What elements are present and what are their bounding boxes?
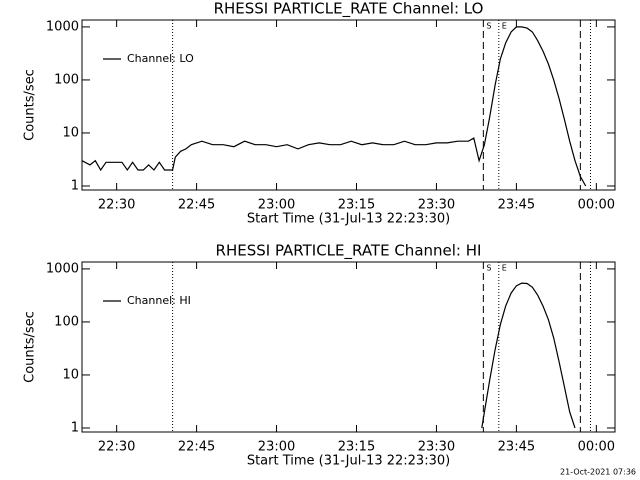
event-marker: S (486, 264, 491, 273)
x-tick-label: 23:45 (498, 440, 535, 455)
x-tick-label: 23:15 (338, 440, 375, 455)
y-tick-label: 10 (62, 125, 79, 140)
plot-frame (81, 19, 616, 191)
y-axis-label: Counts/sec (23, 69, 38, 141)
series-line (481, 282, 576, 429)
x-tick-label: 23:30 (418, 440, 455, 455)
event-marker: S (486, 22, 491, 31)
y-tick-label: 1 (71, 420, 79, 435)
y-tick-label: 1000 (46, 19, 79, 34)
x-tick-label: 22:30 (98, 440, 135, 455)
x-tick-label: 23:45 (498, 198, 535, 213)
x-tick-label: 23:30 (418, 198, 455, 213)
footer: 21-Oct-2021 07:36 (560, 468, 636, 477)
series-line (81, 26, 587, 187)
x-tick-label: 23:00 (258, 440, 295, 455)
x-tick-label: 22:45 (178, 440, 215, 455)
event-marker: E (502, 264, 507, 273)
x-tick-label: 23:15 (338, 198, 375, 213)
y-tick-label: 100 (54, 314, 79, 329)
y-axis-label: Counts/sec (23, 311, 38, 383)
legend-label: Channel: HI (127, 294, 191, 307)
chart-title: RHESSI PARTICLE_RATE Channel: LO (214, 0, 484, 19)
chart-title: RHESSI PARTICLE_RATE Channel: HI (216, 242, 482, 261)
x-tick-label: 22:30 (98, 198, 135, 213)
x-tick-label: 22:45 (178, 198, 215, 213)
legend-label: Channel: LO (127, 52, 194, 65)
y-tick-label: 10 (62, 367, 79, 382)
x-tick-label: 23:00 (258, 198, 295, 213)
x-tick-label: 00:00 (578, 198, 615, 213)
y-tick-label: 1000 (46, 261, 79, 276)
event-marker: E (502, 22, 507, 31)
x-axis-label: Start Time (31-Jul-13 22:23:30) (247, 454, 450, 469)
x-axis-label: Start Time (31-Jul-13 22:23:30) (247, 212, 450, 227)
x-tick-label: 00:00 (578, 440, 615, 455)
plot-frame (81, 261, 616, 433)
y-tick-label: 1 (71, 178, 79, 193)
y-tick-label: 100 (54, 72, 79, 87)
